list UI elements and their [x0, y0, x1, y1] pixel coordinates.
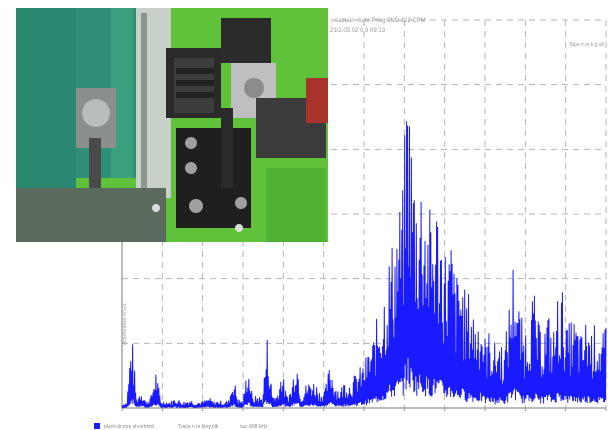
legend-entry-3: suc.668 kHz — [240, 424, 268, 430]
legend-entry-2: Trace n.m.ltmy.olk — [178, 424, 219, 430]
chart-header-line-2: 21/2.03.02 0.9 09:13 — [330, 28, 386, 34]
chart-corner-label: Tape n.m.k.g.uk — [569, 42, 605, 48]
legend-swatch — [94, 423, 100, 429]
motor-coupling-photo — [16, 8, 328, 242]
series-line — [121, 121, 607, 410]
x-axis-ticks — [121, 408, 607, 411]
chart-legend: plant ctr.mm sh.ortmrd Trace n.m.ltmy.ol… — [94, 423, 268, 430]
chart-header-line-1: ...sadual : Auto Pring 2ND 222 CPM — [330, 18, 426, 24]
y-axis-label: Acceleration in G's — [122, 303, 128, 345]
legend-entry-1: plant ctr.mm sh.ortmrd — [104, 424, 154, 430]
